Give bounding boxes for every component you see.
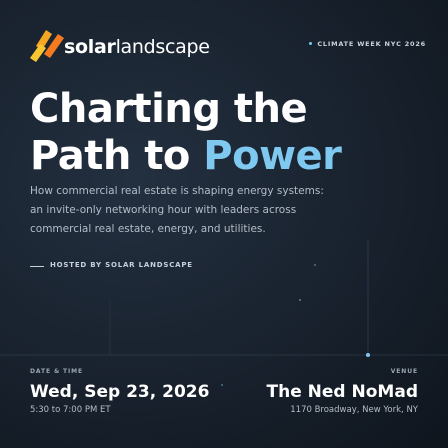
venue-name: The Ned NoMad <box>266 382 418 402</box>
badge: CLIMATE WEEK NYC 2026 <box>317 40 426 48</box>
date-time: 5:30 to 7:00 PM ET <box>30 405 111 415</box>
title-text: Path to <box>30 133 190 179</box>
logo-light: landscape <box>115 36 210 58</box>
description: How commercial real estate is shaping en… <box>30 185 324 197</box>
logo: solarlandscape <box>64 36 210 58</box>
host-dash <box>30 266 44 267</box>
description: an invite-only networking hour with lead… <box>30 204 297 216</box>
date-label: DATE & TIME <box>30 368 84 375</box>
dot <box>314 264 316 266</box>
host: HOSTED BY SOLAR LANDSCAPE <box>50 261 193 269</box>
dot <box>299 299 301 301</box>
title-line: Path to Power <box>30 133 342 179</box>
logo-bold: solar <box>64 36 116 58</box>
dot <box>221 384 223 386</box>
title-highlight: Power <box>203 133 342 179</box>
badge-dot <box>309 42 312 45</box>
date-value: Wed, Sep 23, 2026 <box>30 382 210 402</box>
dot <box>366 353 370 357</box>
logo-icon <box>30 30 64 62</box>
venue-address: 1170 Broadway, New York, NY <box>290 405 418 415</box>
venue-label: VENUE <box>390 368 418 375</box>
description: commercial real estate, energy, and util… <box>30 223 266 235</box>
title-line: Charting the <box>30 86 308 132</box>
